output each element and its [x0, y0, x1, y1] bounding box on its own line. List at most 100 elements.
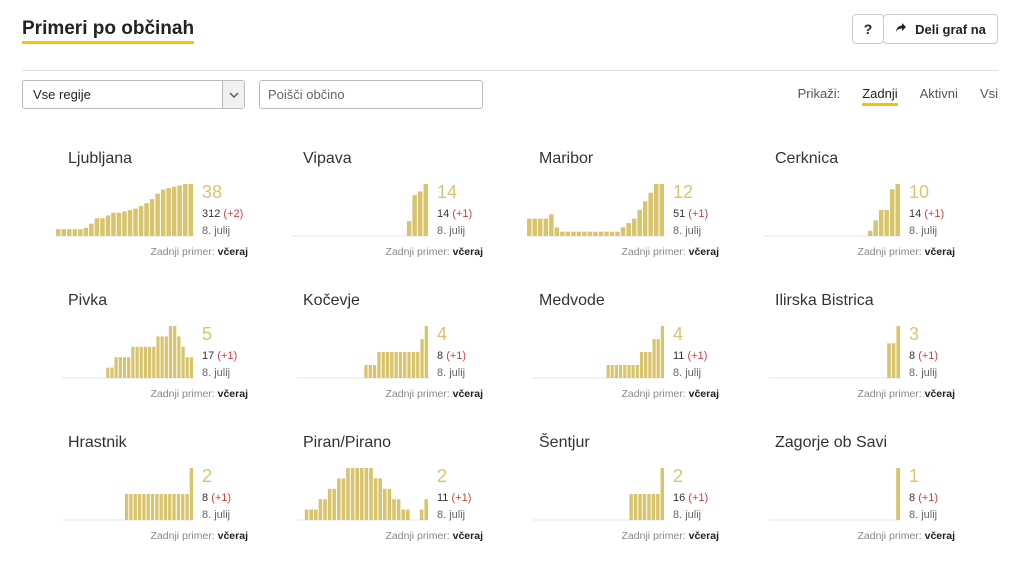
chart-bar	[890, 189, 895, 236]
last-date: 8. julij	[673, 509, 702, 521]
municipality-card[interactable]: Ljubljana 38 312 (+2) 8. julij Zadnji primer…	[54, 150, 254, 280]
chart-bar	[891, 343, 896, 378]
recent-cases-count: 5	[202, 324, 213, 344]
chart-bar	[424, 326, 428, 378]
chart-bar	[168, 326, 173, 378]
municipality-card[interactable]: Kočevje 4 8 (+1) 8. julij Zadnji primer: vče…	[289, 292, 489, 422]
chart-bar	[318, 499, 323, 520]
municipality-card[interactable]: Šentjur 2 16 (+1) 8. julij Zadnji primer: vč…	[525, 434, 725, 564]
chart-bar	[155, 494, 159, 520]
last-case-info: Zadnji primer: včeraj	[622, 530, 719, 542]
sparkline-chart	[769, 468, 901, 521]
chart-bar	[412, 195, 417, 236]
chart-bar	[895, 184, 900, 236]
municipality-name: Ilirska Bistrica	[775, 292, 874, 309]
chart-bar	[346, 468, 350, 520]
chart-bar	[610, 365, 614, 378]
show-option-zadnji[interactable]: Zadnji	[862, 86, 898, 106]
chart-bar	[148, 346, 152, 378]
help-button[interactable]: ?	[852, 14, 884, 44]
last-date: 8. julij	[909, 367, 938, 379]
chart-bar	[118, 357, 122, 378]
last-case-label: Zadnji primer:	[385, 246, 453, 258]
chart-bar	[189, 357, 193, 378]
header: Primeri po občinah ? Deli graf na	[22, 14, 998, 54]
last-date: 8. julij	[202, 225, 231, 237]
municipality-card[interactable]: Zagorje ob Savi 1 8 (+1) 8. julij Zadnji pri…	[761, 434, 961, 564]
last-case-info: Zadnji primer: včeraj	[622, 388, 719, 400]
chart-bar	[183, 184, 188, 236]
total-cases-value: 17	[202, 350, 218, 362]
chart-bar	[639, 352, 644, 378]
show-option-vsi[interactable]: Vsi	[979, 86, 998, 101]
chart-bar	[67, 229, 72, 236]
chart-bar	[150, 494, 155, 520]
total-cases: 11 (+1)	[673, 350, 707, 362]
chart-bar	[387, 488, 392, 520]
chart-bar	[110, 367, 114, 378]
municipality-card[interactable]: Ilirska Bistrica 3 8 (+1) 8. julij Zadnji pr…	[761, 292, 961, 422]
chart-bar	[176, 494, 181, 520]
chart-bar	[642, 201, 648, 236]
chart-bar	[314, 509, 318, 520]
total-cases: 16 (+1)	[673, 492, 708, 504]
total-cases: 11 (+1)	[437, 492, 471, 504]
total-cases-delta: (+1)	[217, 350, 238, 362]
municipality-card[interactable]: Cerknica 10 14 (+1) 8. julij Zadnji primer: …	[761, 150, 961, 280]
chart-bar	[637, 210, 642, 236]
last-case-value: včeraj	[452, 388, 483, 400]
total-cases-value: 14	[909, 208, 925, 220]
total-cases-value: 51	[673, 208, 689, 220]
chart-bar	[181, 346, 185, 378]
chart-bar	[623, 365, 627, 378]
chart-bar	[582, 231, 587, 236]
total-cases: 8 (+1)	[909, 492, 938, 504]
chart-bar	[360, 468, 364, 520]
chart-bar	[355, 468, 359, 520]
chart-bar	[381, 352, 385, 378]
chart-bar	[609, 231, 615, 236]
chart-bar	[56, 229, 61, 236]
chart-bar	[188, 184, 193, 236]
sparkline-chart	[533, 468, 665, 521]
total-cases-value: 312	[202, 208, 224, 220]
chart-bar	[155, 193, 160, 236]
last-case-info: Zadnji primer: včeraj	[858, 246, 955, 258]
municipality-name: Zagorje ob Savi	[775, 434, 888, 451]
show-option-aktivni[interactable]: Aktivni	[919, 86, 958, 101]
last-date: 8. julij	[437, 367, 466, 379]
chart-bar	[78, 229, 83, 236]
municipality-card[interactable]: Medvode 4 11 (+1) 8. julij Zadnji primer: vč…	[525, 292, 725, 422]
chart-bar	[164, 336, 168, 378]
chart-bar	[660, 468, 664, 520]
chart-bar	[372, 365, 377, 378]
municipality-card[interactable]: Maribor 12 51 (+1) 8. julij Zadnji primer: v…	[525, 150, 725, 280]
chart-bar	[873, 220, 878, 236]
chart-bar	[896, 468, 900, 520]
chart-bar	[398, 352, 403, 378]
last-case-value: včeraj	[924, 388, 955, 400]
municipality-card[interactable]: Pivka 5 17 (+1) 8. julij Zadnji primer: včer…	[54, 292, 254, 422]
share-button[interactable]: Deli graf na	[883, 14, 998, 44]
chart-bar	[122, 357, 127, 378]
region-select[interactable]: Vse regije	[22, 80, 245, 109]
municipality-name: Kočevje	[303, 292, 360, 309]
chart-bar	[656, 339, 660, 378]
search-input[interactable]	[259, 80, 483, 109]
municipality-card[interactable]: Vipava 14 14 (+1) 8. julij Zadnji primer: vč…	[289, 150, 489, 280]
last-date: 8. julij	[202, 367, 231, 379]
last-case-label: Zadnji primer:	[150, 530, 218, 542]
chevron-down-icon[interactable]	[222, 81, 244, 108]
share-button-label: Deli graf na	[915, 21, 986, 37]
chart-bar	[168, 494, 172, 520]
municipality-card[interactable]: Piran/Pirano 2 11 (+1) 8. julij Zadnji prime…	[289, 434, 489, 564]
chart-bar	[635, 365, 639, 378]
municipality-card[interactable]: Hrastnik 2 8 (+1) 8. julij Zadnji primer: vč…	[54, 434, 254, 564]
chart-bar	[644, 352, 648, 378]
total-cases-value: 11	[673, 350, 688, 362]
chart-bar	[647, 494, 651, 520]
chart-bar	[418, 191, 423, 236]
chart-bar	[638, 494, 642, 520]
chart-bar	[614, 365, 618, 378]
last-date: 8. julij	[202, 509, 231, 521]
